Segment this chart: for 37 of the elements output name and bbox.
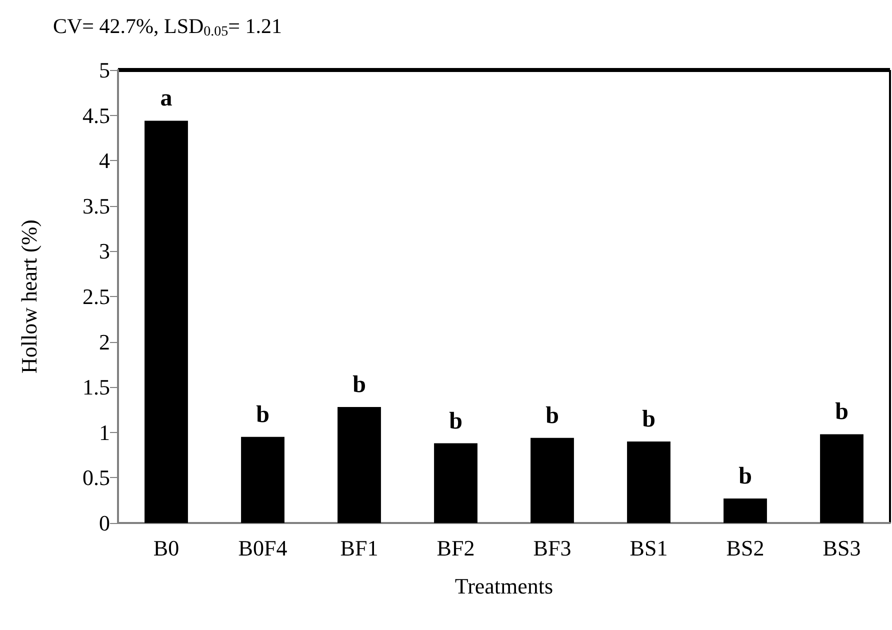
y-tick-label: 1.5 xyxy=(82,374,110,400)
x-tick-label: B0F4 xyxy=(238,536,288,560)
bar xyxy=(144,120,188,523)
bar xyxy=(724,498,767,523)
y-tick-label: 5 xyxy=(99,58,110,82)
x-tick-label: BS2 xyxy=(726,536,764,560)
y-tick-label: 0.5 xyxy=(82,465,110,490)
bar xyxy=(627,441,670,523)
x-tick-label: B0 xyxy=(153,536,180,560)
bar xyxy=(820,434,864,523)
y-tick-label: 4.5 xyxy=(82,102,110,128)
annotation: a xyxy=(160,86,172,112)
y-tick-label: 2.5 xyxy=(82,284,110,309)
annotation: b xyxy=(352,372,366,398)
x-tick-label: BF3 xyxy=(533,536,572,560)
bar xyxy=(434,443,478,523)
annotation: b xyxy=(738,464,752,490)
y-axis-title: Hollow heart (%) xyxy=(16,220,42,374)
y-tick-label: 3.5 xyxy=(82,193,110,218)
annotation: b xyxy=(642,406,656,432)
bar xyxy=(530,438,574,523)
y-tick-label: 1 xyxy=(99,420,110,445)
x-tick-label: BS1 xyxy=(630,536,668,560)
y-tick-label: 3 xyxy=(99,238,110,264)
y-tick-label: 4 xyxy=(99,148,110,174)
annotation: b xyxy=(256,402,270,428)
x-tick-label: BF1 xyxy=(340,536,378,560)
y-tick-label: 2 xyxy=(99,329,110,354)
annotation: b xyxy=(835,399,848,426)
annotation: b xyxy=(546,402,559,429)
bar xyxy=(338,407,381,523)
x-tick-label: BS3 xyxy=(822,536,861,560)
x-tick-label: BF2 xyxy=(436,536,475,560)
y-tick-label: 0 xyxy=(99,510,110,536)
x-axis-title: Treatments xyxy=(454,574,554,598)
annotation: b xyxy=(449,408,462,434)
bar xyxy=(241,436,284,523)
